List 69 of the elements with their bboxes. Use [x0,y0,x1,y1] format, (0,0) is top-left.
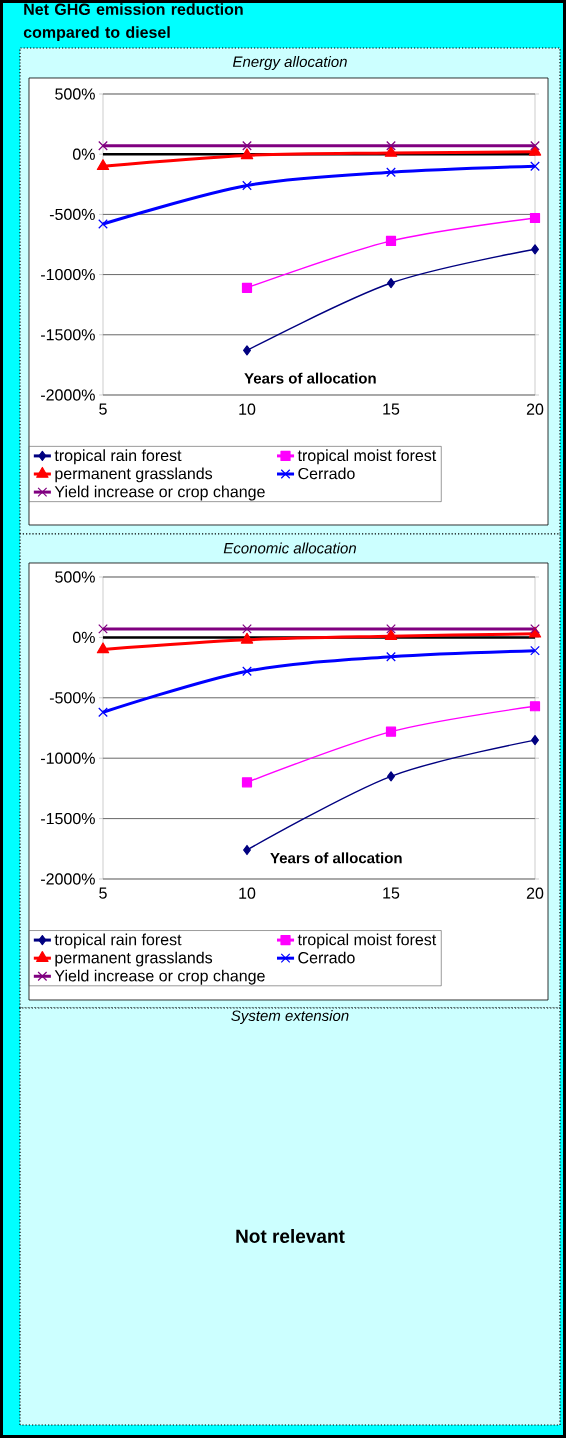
x-tick-label: 10 [239,403,256,415]
y-tick-label: 500% [55,88,95,100]
point [240,632,254,644]
point [530,624,540,634]
chart-title: Net GHG emission reduction compared to diesel [23,3,243,42]
point [386,651,396,662]
y-tick-label: -1500% [41,812,95,825]
point [241,777,253,788]
point [384,145,398,157]
point [242,180,252,191]
legend-label: Yield increase or crop change [54,969,265,985]
x-tick-label: 5 [99,403,107,415]
point [98,707,108,718]
point [386,140,396,151]
point [96,642,110,654]
point [530,140,540,151]
x-tick-label: 5 [99,887,107,899]
x-tick-label: 20 [526,887,544,899]
y-tick-label: -2000% [41,389,95,401]
y-tick-label: -2000% [41,873,95,885]
legend-label: Cerrado [298,467,355,480]
point [530,161,540,172]
point [96,159,110,171]
point [98,219,108,229]
point [240,148,254,160]
chart-subtitle: Energy allocation [232,56,347,70]
point [529,701,541,712]
y-tick-label: 0% [72,148,95,160]
point [387,771,395,782]
x-axis-title: Years of allocation [244,372,376,384]
point [98,140,108,151]
point [242,140,252,151]
point [385,235,397,246]
text: System extension [231,1010,349,1024]
legend-label: tropical moist forest [297,933,437,949]
point [529,212,541,224]
point [384,629,398,641]
point [242,624,252,634]
text: Not relevant [236,1229,345,1243]
point [530,645,540,656]
y-tick-label: -500% [49,208,95,221]
x-tick-label: 15 [383,403,400,415]
point [386,624,396,634]
legend-label: tropical moist forest [297,449,437,465]
x-tick-label: 10 [239,887,256,899]
legend-label: tropical rain forest [54,449,182,465]
point [243,345,251,356]
point [531,244,539,255]
x-axis-title: Years of allocation [270,852,402,864]
x-tick-label: 15 [383,887,400,899]
legend-label: Yield increase or crop change [54,485,265,501]
legend-label: permanent grasslands [55,951,213,967]
y-tick-label: -1500% [41,329,95,341]
y-tick-label: -1000% [41,752,95,764]
point [242,666,252,677]
chart-title: Economic allocation [223,542,356,554]
y-tick-label: 500% [55,571,95,583]
point [528,144,542,156]
x-tick-label: 20 [526,403,544,415]
legend-label: tropical rain forest [54,933,182,949]
y-tick-label: 0% [72,631,95,644]
point [386,167,396,178]
y-tick-label: -1000% [41,268,95,281]
point [385,726,397,737]
point [98,624,108,634]
legend-label: Cerrado [298,951,355,964]
point [241,282,253,293]
legend-label: permanent grasslands [55,467,213,483]
y-tick-label: -500% [49,692,95,704]
